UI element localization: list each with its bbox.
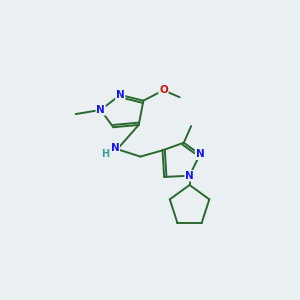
Text: N: N (96, 105, 105, 115)
Text: O: O (159, 85, 168, 95)
Text: N: N (185, 171, 194, 181)
Text: N: N (111, 143, 119, 153)
Text: N: N (116, 90, 124, 100)
Text: H: H (101, 149, 109, 159)
Text: N: N (196, 149, 204, 159)
